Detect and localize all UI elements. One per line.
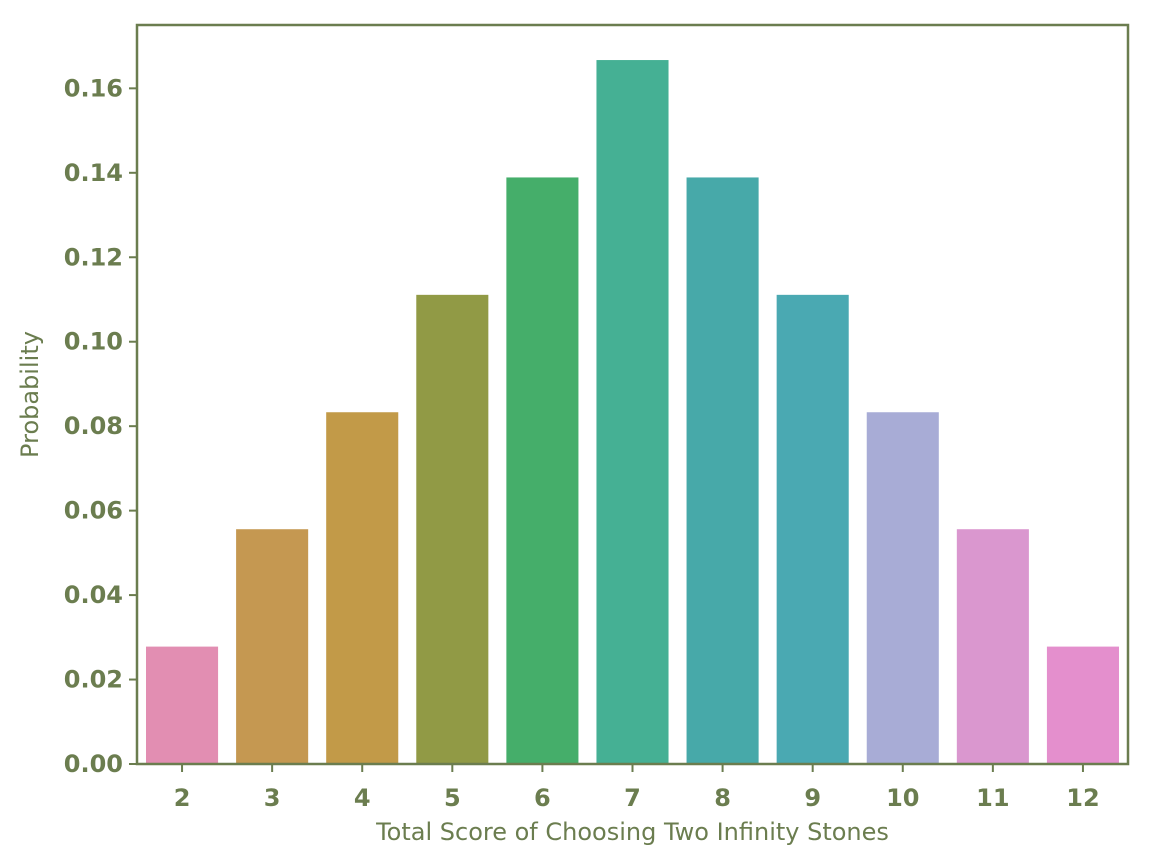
y-tick-label: 0.02	[64, 666, 123, 694]
x-tick-label: 4	[354, 784, 371, 812]
bar-10	[866, 412, 939, 764]
x-axis-title: Total Score of Choosing Two Infinity Sto…	[375, 818, 889, 846]
y-tick-label: 0.12	[64, 243, 123, 271]
plot-frame	[135, 23, 1130, 766]
y-axis-title: Probability	[16, 331, 44, 458]
y-tick-label: 0.10	[64, 328, 123, 356]
y-tick-label: 0.06	[64, 497, 123, 525]
y-tick-label: 0.00	[64, 750, 123, 778]
x-axis: 2 3 4 5 6 7 8 9 10 11 12	[174, 764, 1100, 812]
x-tick-label: 2	[174, 784, 191, 812]
y-tick-label: 0.16	[64, 74, 123, 102]
x-tick-label: 12	[1066, 784, 1099, 812]
y-tick-label: 0.04	[64, 581, 123, 609]
bar-9	[776, 294, 849, 764]
bar-7	[596, 60, 669, 765]
bar-2	[146, 646, 219, 764]
bar-12	[1046, 646, 1119, 764]
bar-11	[956, 529, 1029, 764]
x-tick-label: 6	[534, 784, 551, 812]
x-tick-label: 9	[804, 784, 821, 812]
y-tick-label: 0.14	[64, 159, 123, 187]
bar-6	[506, 177, 579, 764]
y-tick-label: 0.08	[64, 412, 123, 440]
x-tick-label: 3	[264, 784, 281, 812]
x-tick-label: 8	[714, 784, 731, 812]
x-tick-label: 7	[624, 784, 641, 812]
bar-4	[326, 412, 399, 764]
x-tick-label: 11	[976, 784, 1009, 812]
bars-layer	[146, 60, 1119, 765]
bar-8	[686, 177, 759, 764]
x-tick-label: 10	[886, 784, 919, 812]
y-axis: 0.00 0.02 0.04 0.06 0.08 0.10 0.12 0.14 0.16	[64, 74, 137, 778]
x-tick-label: 5	[444, 784, 461, 812]
bar-3	[236, 529, 309, 764]
bar-5	[416, 294, 489, 764]
